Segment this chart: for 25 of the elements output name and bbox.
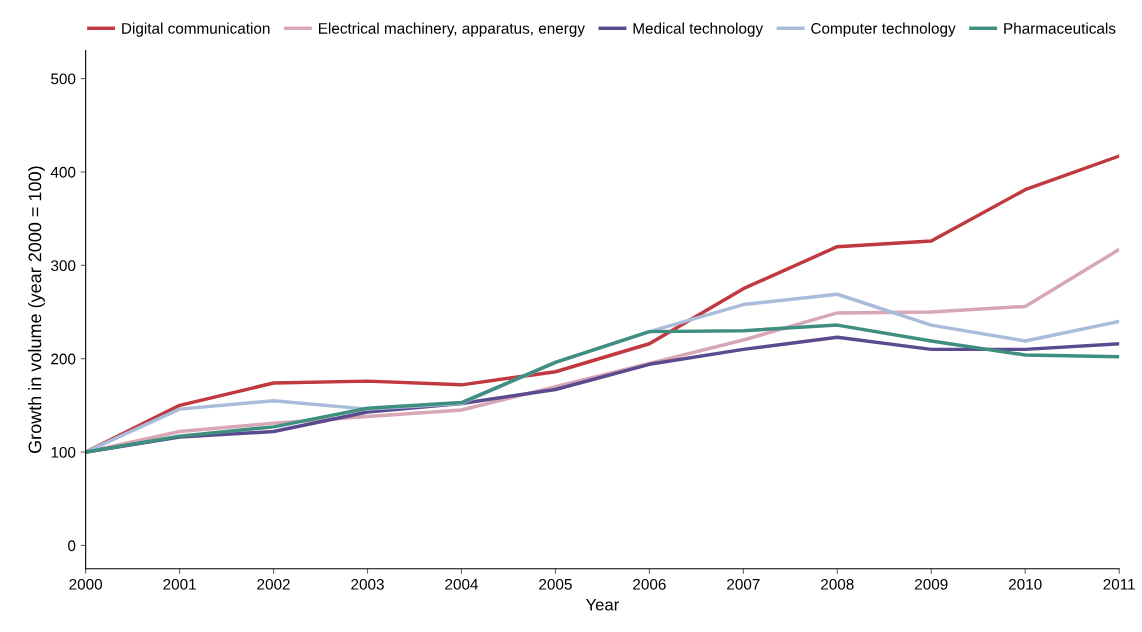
x-tick-label: 2007 bbox=[727, 578, 760, 590]
x-tick-label: 2004 bbox=[445, 578, 479, 590]
y-tick-label: 300 bbox=[51, 260, 76, 272]
x-tick-label: 2009 bbox=[915, 578, 948, 590]
x-tick-label: 2000 bbox=[69, 578, 103, 590]
y-tick-label: 200 bbox=[51, 353, 76, 365]
x-tick-label: 2005 bbox=[539, 578, 572, 590]
x-tick-label: 2001 bbox=[163, 578, 196, 590]
x-tick-label: 2002 bbox=[257, 578, 290, 590]
y-axis-title: Growth in volume (year 2000 = 100) bbox=[28, 166, 45, 454]
x-tick-label: 2008 bbox=[821, 578, 854, 590]
y-tick-label: 500 bbox=[51, 73, 76, 85]
legend-label: Pharmaceuticals bbox=[1004, 22, 1116, 34]
y-tick-label: 100 bbox=[51, 446, 76, 458]
y-tick-label: 400 bbox=[50, 166, 76, 178]
x-tick-label: 2006 bbox=[633, 578, 666, 590]
x-tick-label: 2003 bbox=[351, 578, 384, 590]
legend-label: Electrical machinery, apparatus, energy bbox=[319, 22, 585, 37]
x-axis-title: Year bbox=[585, 598, 619, 611]
legend-label: Digital communication bbox=[122, 22, 270, 37]
x-tick-label: 2010 bbox=[1008, 578, 1042, 590]
legend-label: Medical technology bbox=[633, 22, 764, 37]
legend-label: Computer technology bbox=[811, 22, 956, 37]
y-tick-label: 0 bbox=[68, 540, 76, 552]
x-tick-label: 2011 bbox=[1103, 578, 1135, 590]
